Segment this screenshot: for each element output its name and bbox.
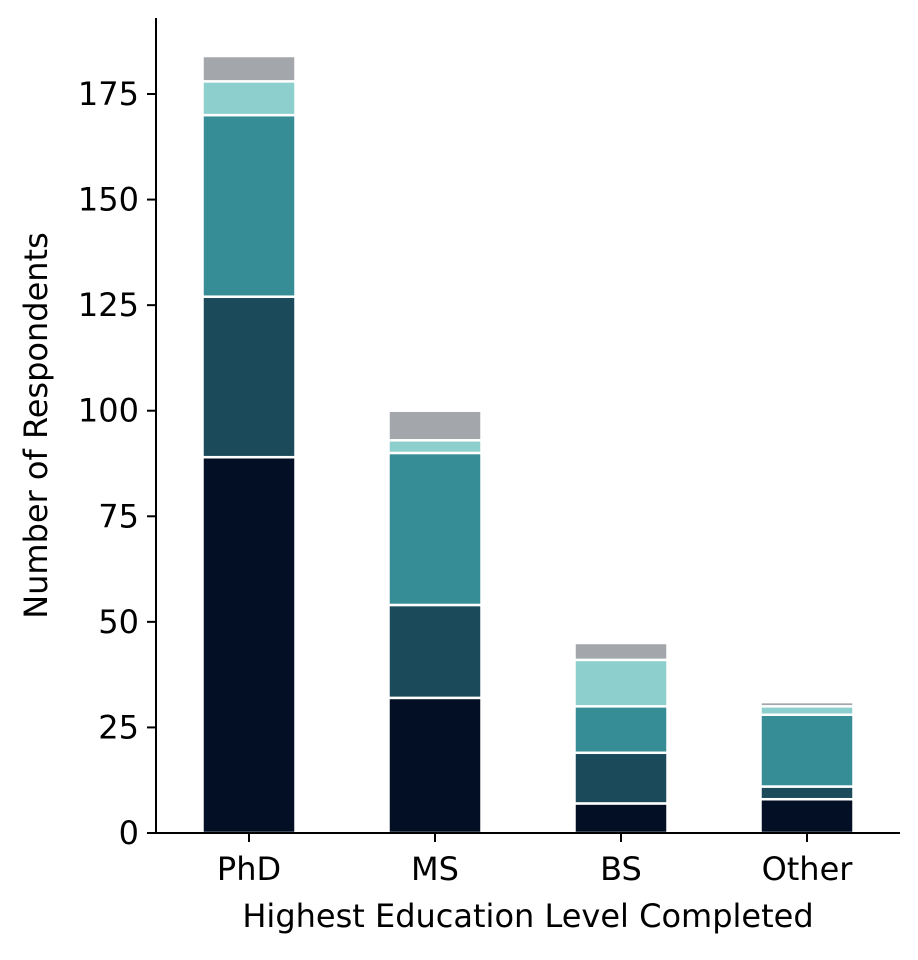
- bar-segment-phd-4: [201, 80, 297, 117]
- y-tick-label: 75: [98, 497, 139, 535]
- bar-segment-ms-5: [387, 409, 483, 442]
- y-tick-label: 150: [78, 181, 139, 219]
- bar-segment-bs-4: [573, 658, 669, 708]
- x-tick-label: BS: [600, 850, 642, 888]
- x-ticks: PhD MS BS Other: [217, 833, 853, 888]
- bars-layer: [201, 54, 855, 835]
- y-tick-label: 50: [98, 603, 139, 641]
- x-axis-label: Highest Education Level Completed: [242, 897, 813, 935]
- bar-segment-phd-3: [201, 113, 297, 298]
- y-tick-label: 100: [78, 392, 139, 430]
- bar-segment-phd-5: [201, 54, 297, 83]
- x-tick-label: Other: [762, 850, 854, 888]
- bar-segment-bs-3: [573, 705, 669, 755]
- y-tick-label: 125: [78, 286, 139, 324]
- bar-segment-phd-1: [201, 455, 297, 835]
- y-ticks: 0 25 50 75 100 125 150 175: [78, 75, 156, 852]
- bar-segment-ms-4: [387, 439, 483, 455]
- bar-segment-ms-2: [387, 603, 483, 700]
- bar-segment-ms-3: [387, 451, 483, 607]
- bar-segment-phd-2: [201, 295, 297, 459]
- bar-segment-other-3: [759, 713, 855, 788]
- y-tick-label: 175: [78, 75, 139, 113]
- bar-segment-ms-1: [387, 696, 483, 835]
- bar-segment-other-4: [759, 705, 855, 717]
- bar-segment-bs-1: [573, 802, 669, 835]
- bar-segment-other-5: [759, 700, 855, 708]
- bar-segment-other-2: [759, 785, 855, 801]
- bar-segment-bs-2: [573, 751, 669, 805]
- bar-segment-bs-5: [573, 641, 669, 662]
- bar-segment-other-1: [759, 797, 855, 835]
- x-tick-label: MS: [411, 850, 459, 888]
- y-tick-label: 25: [98, 708, 139, 746]
- axes-layer: [155, 18, 900, 834]
- y-tick-label: 0: [119, 814, 139, 852]
- y-axis-label: Number of Respondents: [17, 232, 55, 619]
- x-tick-label: PhD: [217, 850, 281, 888]
